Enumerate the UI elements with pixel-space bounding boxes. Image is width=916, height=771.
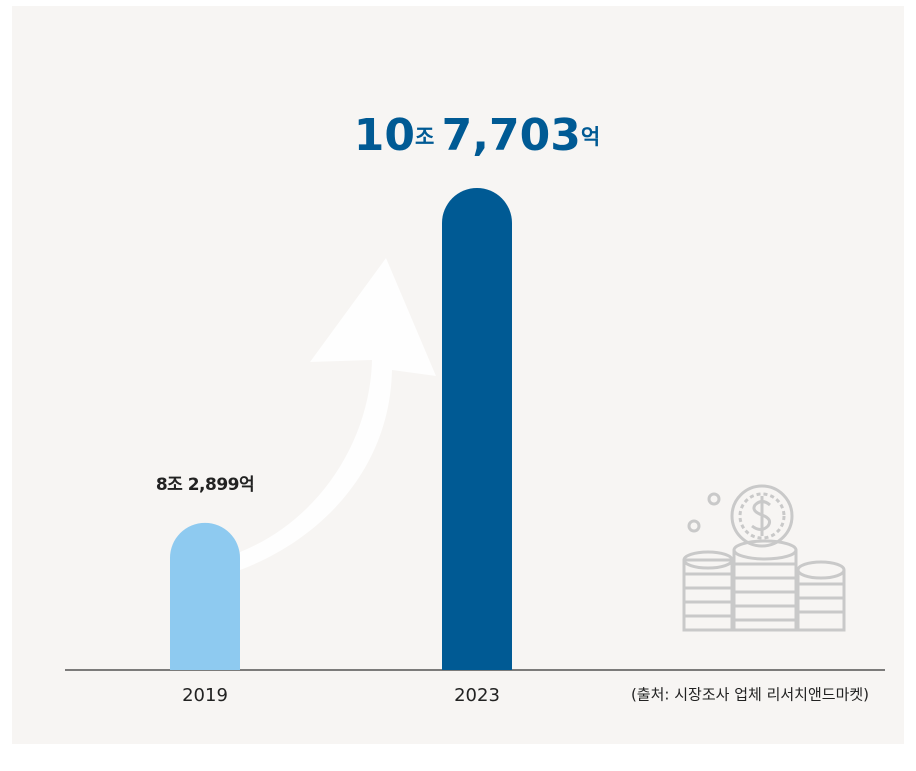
value-label: 10조 7,703억 [354,110,600,161]
value-label: 8조 2,899억 [156,475,254,495]
coin-icon [682,484,846,632]
x-tick-label: 2023 [454,685,500,706]
growth-arrow [240,258,436,570]
x-tick-label: 2019 [182,685,228,706]
bar [442,188,512,670]
source-note: (출처: 시장조사 업체 리서치앤드마켓) [631,686,869,704]
bar [170,522,240,670]
